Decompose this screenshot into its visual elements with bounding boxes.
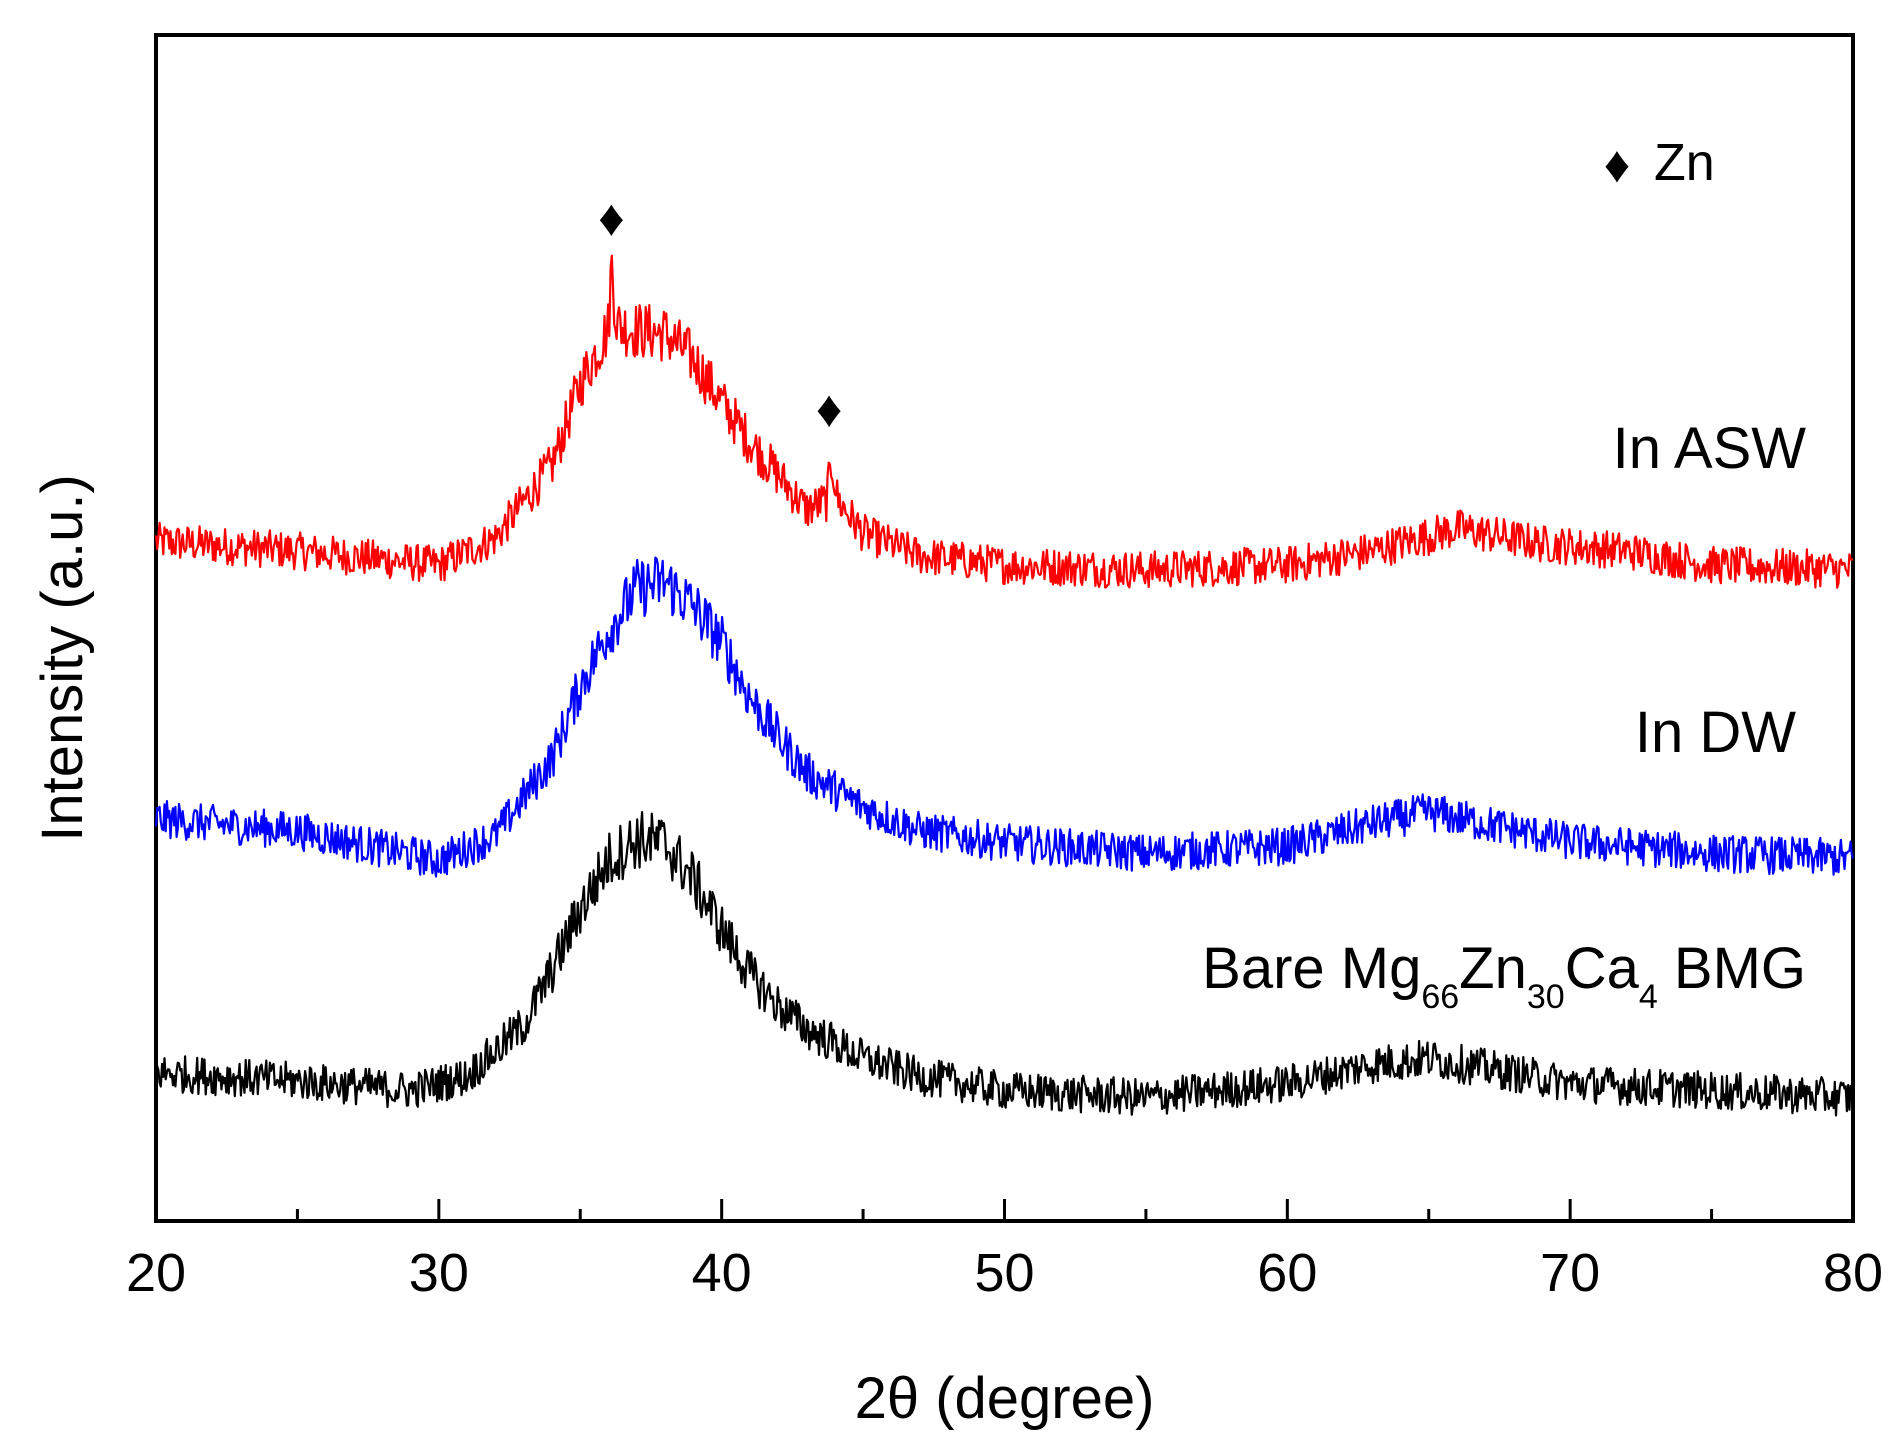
series-label-in-dw: In DW [1635,700,1796,765]
x-tick-label: 30 [409,1243,469,1303]
series-label-bare-bmg: Bare Mg66Zn30Ca4 BMG [1202,936,1806,1016]
x-tick-label: 20 [126,1243,186,1303]
bare-prefix: Bare Mg [1202,936,1421,1001]
series-bare-bmg [155,811,1855,1117]
bare-sub-66: 66 [1421,978,1459,1016]
bare-suffix: BMG [1658,936,1806,1001]
bare-sub-4: 4 [1639,978,1658,1016]
series-in-asw [154,254,1854,589]
zn-peak-diamond-icon: ♦ [816,380,843,438]
bare-zn: Zn [1459,936,1527,1001]
y-axis-title: Intensity (a.u.) [30,474,95,841]
x-tick-label: 60 [1257,1243,1317,1303]
plot-frame [154,33,1855,1223]
series-layer [154,254,1855,1117]
series-label-in-asw: In ASW [1613,416,1807,481]
zn-peak-diamond-icon: ♦ [598,189,625,247]
annotations: ♦♦ [598,189,842,438]
legend-diamond-icon: ♦ [1604,136,1631,194]
series-in-dw [154,556,1855,878]
bare-sub-30: 30 [1527,978,1565,1016]
x-tick-label: 50 [974,1243,1034,1303]
legend: ♦ Zn [1604,134,1715,194]
x-axis-title: 2θ (degree) [855,1366,1155,1431]
x-tick-label: 70 [1540,1243,1600,1303]
x-tick-label: 40 [692,1243,752,1303]
x-tick-label: 80 [1823,1243,1883,1303]
legend-label-zn: Zn [1654,134,1715,192]
bare-ca: Ca [1565,936,1640,1001]
x-ticks: 20 30 40 50 60 70 80 [126,1199,1883,1303]
